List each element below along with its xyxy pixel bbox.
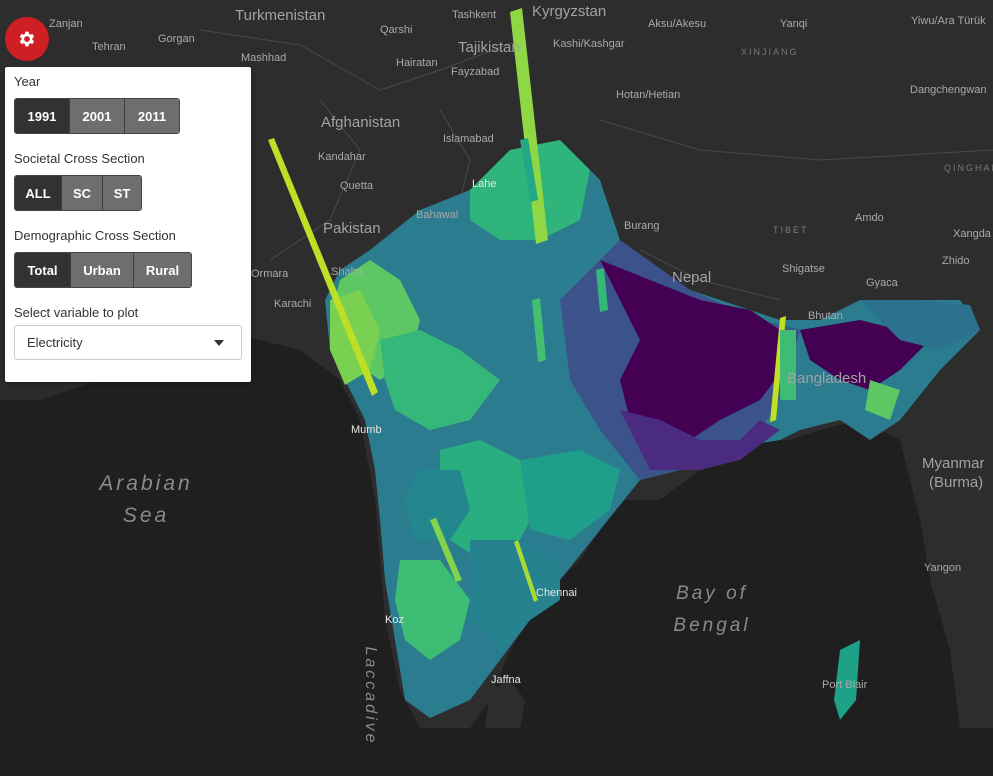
data-extrusion-india xyxy=(325,140,980,720)
country-label-burma: (Burma) xyxy=(929,474,984,491)
borders xyxy=(199,29,993,301)
cross-section-button-sc[interactable]: SC xyxy=(62,176,103,210)
city-label-yanqi: Yanqi xyxy=(780,18,808,30)
demographic-button-group: Total Urban Rural xyxy=(14,252,192,288)
city-label-shahdadkot: Shahd xyxy=(331,266,363,278)
region-label-xinjiang: XINJIANG xyxy=(741,47,799,57)
chevron-down-icon xyxy=(214,340,224,346)
city-label-gyaca: Gyaca xyxy=(866,277,898,289)
city-label-xangda: Xangda xyxy=(953,228,991,240)
year-label: Year xyxy=(14,74,41,89)
year-button-group: 1991 2001 2011 xyxy=(14,98,180,134)
city-label-kozhikode: Koz xyxy=(385,614,404,626)
country-label-nepal: Nepal xyxy=(672,269,712,286)
variable-label: Select variable to plot xyxy=(14,305,139,320)
country-label-turkmenistan: Turkmenistan xyxy=(235,7,326,24)
city-label-karachi: Karachi xyxy=(274,298,312,310)
city-label-jaffna: Jaffna xyxy=(491,674,521,686)
city-label-fayzabad: Fayzabad xyxy=(451,66,500,78)
variable-select-value: Electricity xyxy=(27,335,83,350)
land-srilanka xyxy=(485,680,525,728)
city-label-mumbai: Mumb xyxy=(351,424,382,436)
city-label-kandahar: Kandahar xyxy=(318,151,366,163)
city-label-aksu: Aksu/Akesu xyxy=(648,18,707,30)
city-label-zanjan: Zanjan xyxy=(49,18,83,30)
year-button-2001[interactable]: 2001 xyxy=(70,99,125,133)
country-label-tajikistan: Tajikistan xyxy=(458,39,520,56)
cross-section-button-group: ALL SC ST xyxy=(14,175,142,211)
city-label-kashi: Kashi/Kashgar xyxy=(553,38,625,50)
sea-label-laccadive: Laccadive xyxy=(362,646,379,746)
city-label-zhido: Zhido xyxy=(942,255,970,267)
city-label-quetta: Quetta xyxy=(340,180,374,192)
sea-label-arabian: Arabian Sea xyxy=(99,472,193,527)
city-label-port-blair: Port Blair xyxy=(822,679,868,691)
country-label-myanmar: Myanmar xyxy=(922,455,985,472)
variable-select[interactable]: Electricity xyxy=(14,325,242,360)
city-label-tehran: Tehran xyxy=(92,41,126,53)
city-label-shigatse: Shigatse xyxy=(782,263,825,275)
city-label-bahawal: Bahawal xyxy=(416,209,459,221)
cross-section-label: Societal Cross Section xyxy=(14,151,145,166)
city-label-gorgan: Gorgan xyxy=(158,33,195,45)
region-label-qinghai: QINGHAI xyxy=(944,163,993,173)
cross-section-button-all[interactable]: ALL xyxy=(15,176,62,210)
country-label-bangladesh: Bangladesh xyxy=(787,370,867,387)
demographic-button-total[interactable]: Total xyxy=(15,253,71,287)
gear-icon xyxy=(19,31,35,47)
city-label-hairatan: Hairatan xyxy=(396,57,438,69)
demographic-button-rural[interactable]: Rural xyxy=(134,253,191,287)
city-label-hotan: Hotan/Hetian xyxy=(616,89,681,101)
city-label-chennai: Chennai xyxy=(536,587,577,599)
country-label-kyrgyzstan: Kyrgyzstan xyxy=(532,3,607,20)
year-button-2011[interactable]: 2011 xyxy=(125,99,179,133)
controls-panel: Year 1991 2001 2011 Societal Cross Secti… xyxy=(5,67,251,382)
city-label-qarshi: Qarshi xyxy=(380,24,413,36)
city-label-mashhad: Mashhad xyxy=(241,52,287,64)
city-label-amdo: Amdo xyxy=(855,212,884,224)
country-label-bhutan: Bhutan xyxy=(808,310,843,322)
city-label-lahore: Lahe xyxy=(472,178,497,190)
country-label-pakistan: Pakistan xyxy=(323,220,381,237)
land-myanmar xyxy=(900,420,993,728)
settings-button[interactable] xyxy=(5,17,49,61)
cross-section-button-st[interactable]: ST xyxy=(103,176,141,210)
city-label-islamabad: Islamabad xyxy=(443,133,494,145)
year-button-1991[interactable]: 1991 xyxy=(15,99,70,133)
city-label-yiwu: Yiwu/Ara Türük xyxy=(911,15,986,27)
country-label-afghanistan: Afghanistan xyxy=(321,114,401,131)
city-label-dangchengwan: Dangchengwan xyxy=(910,84,987,96)
region-label-tibet: TIBET xyxy=(773,225,809,235)
sea-label-bay-of-bengal: Bay of Bengal xyxy=(673,583,751,636)
city-label-tashkent: Tashkent xyxy=(452,9,497,21)
data-bars xyxy=(268,8,796,602)
demographic-button-urban[interactable]: Urban xyxy=(71,253,134,287)
city-label-burang: Burang xyxy=(624,220,660,232)
city-label-yangon: Yangon xyxy=(924,562,962,574)
demographic-label: Demographic Cross Section xyxy=(14,228,176,243)
city-label-ormara: Ormara xyxy=(251,268,289,280)
